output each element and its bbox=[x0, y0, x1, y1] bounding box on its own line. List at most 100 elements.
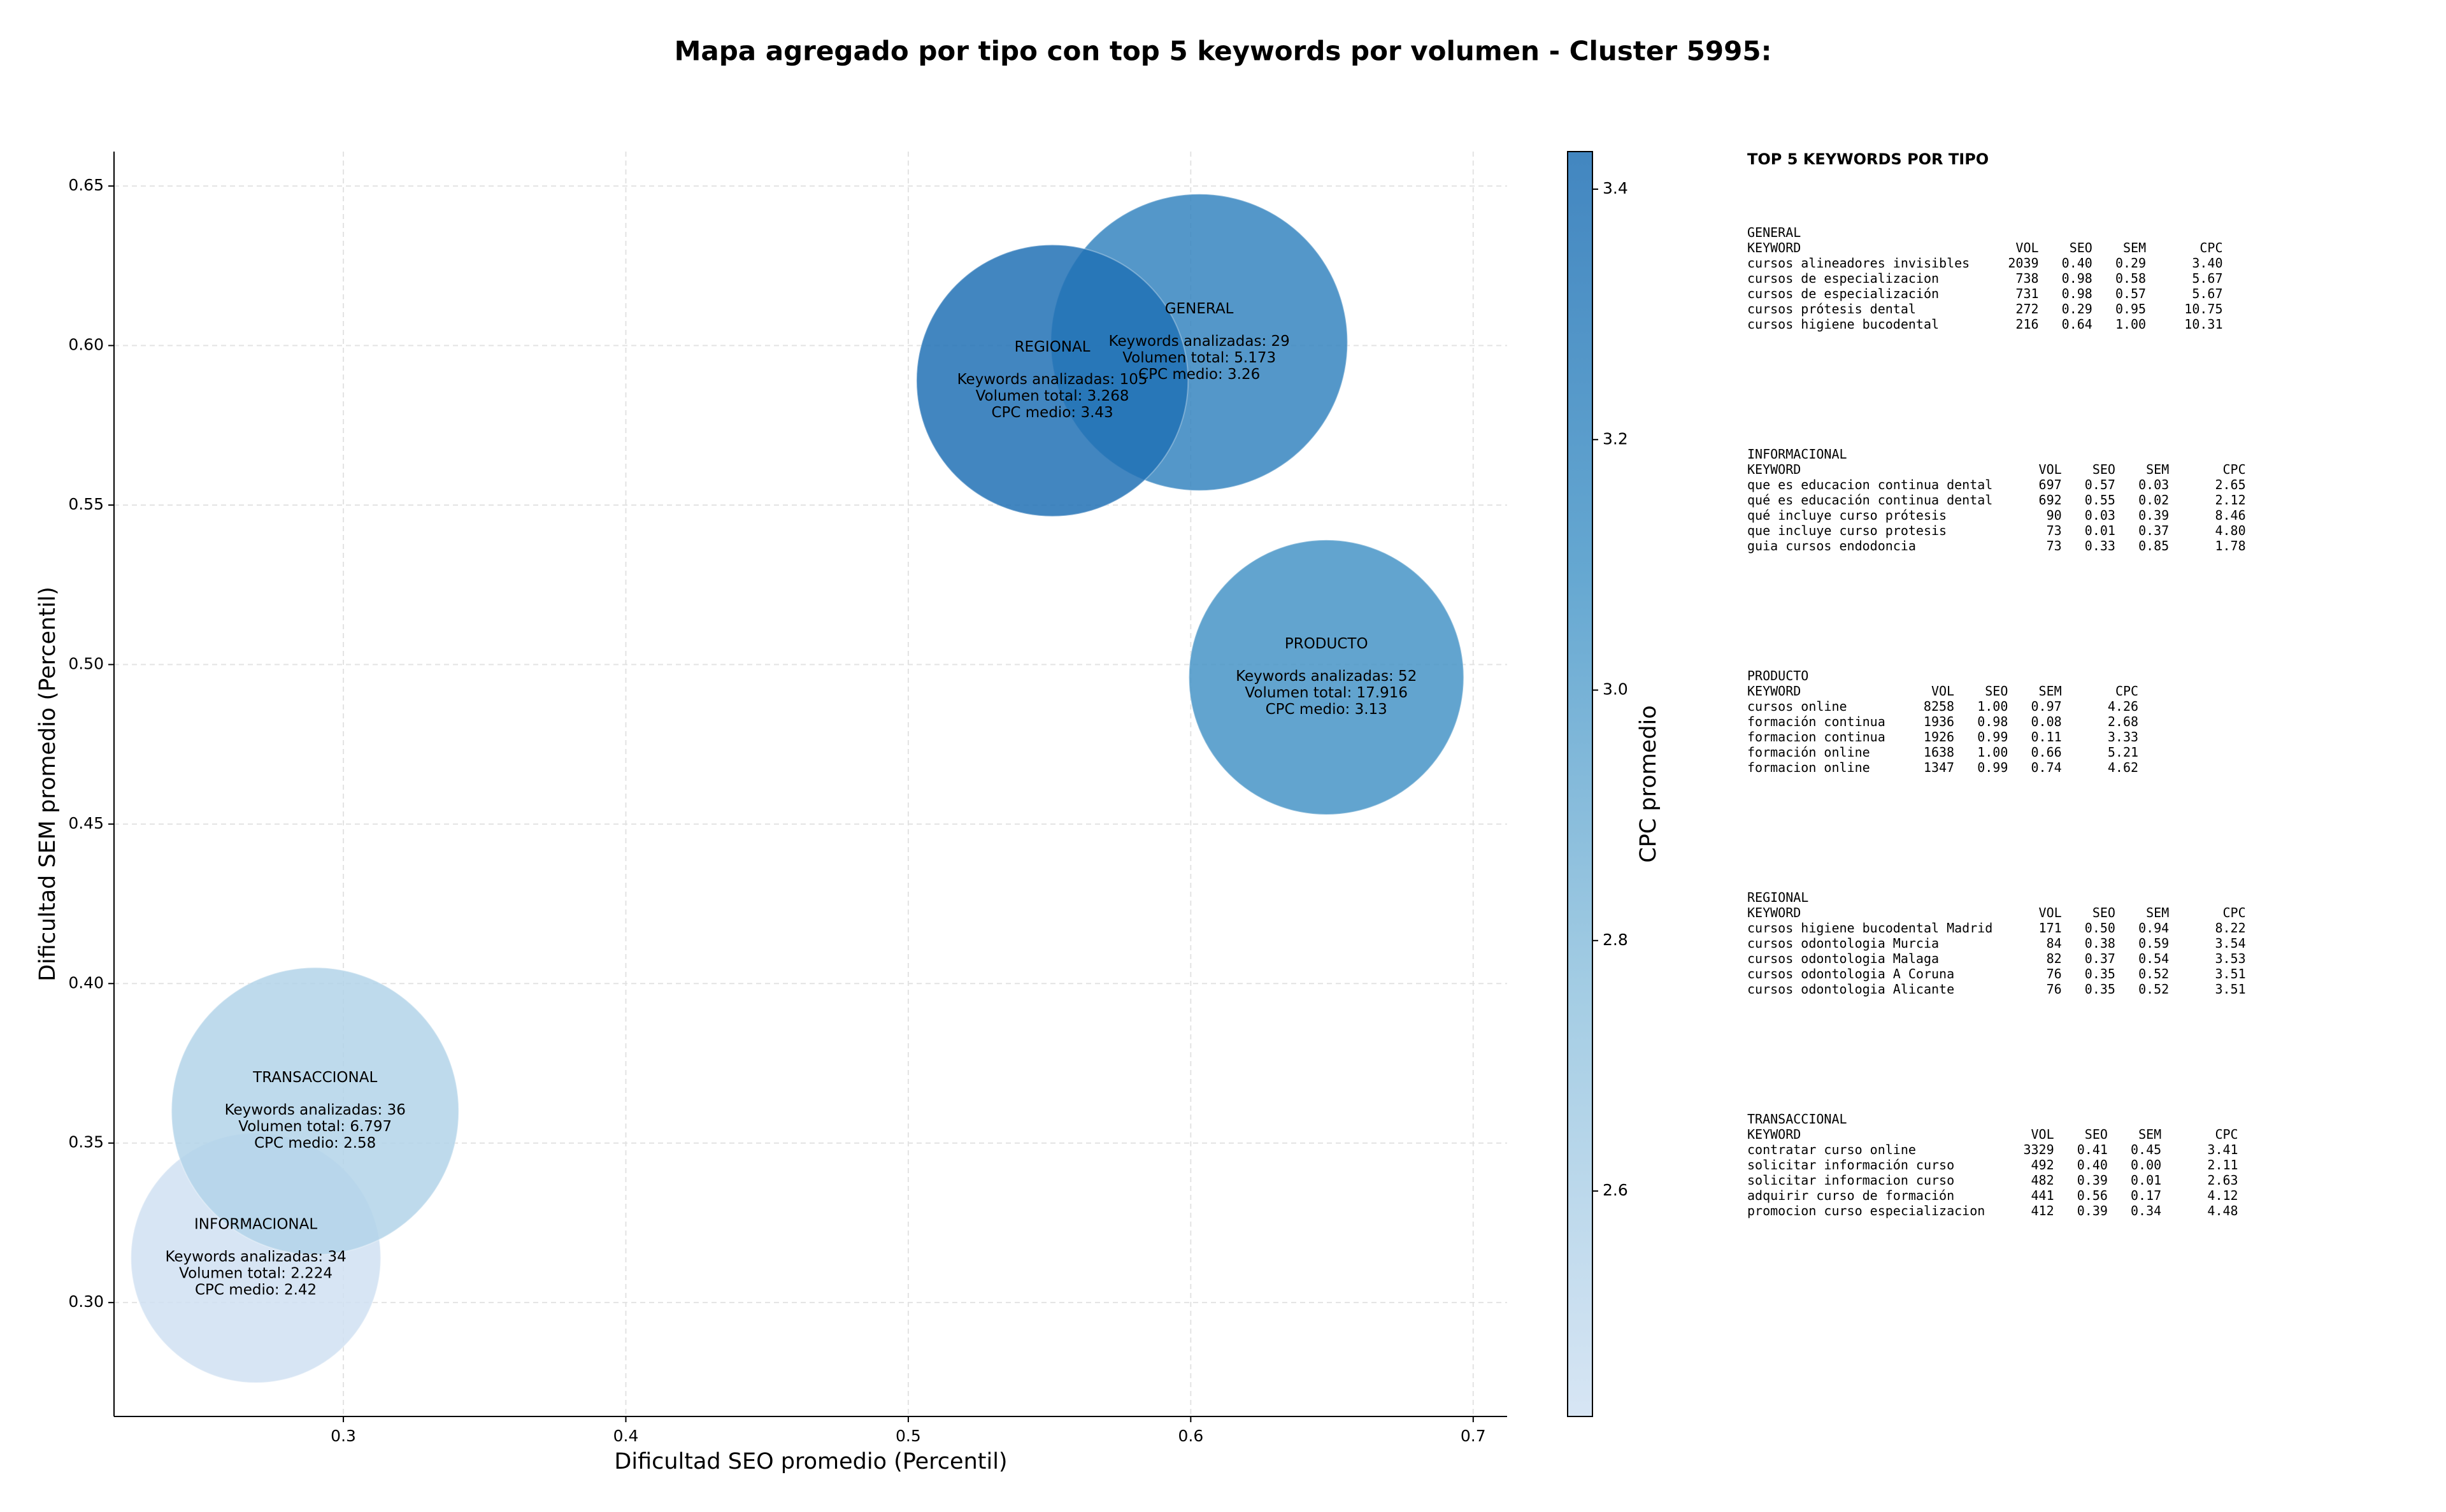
section-name: GENERAL bbox=[1747, 225, 1801, 240]
keyword-cell: 0.95 bbox=[2115, 301, 2147, 317]
keyword-cell: 1.00 bbox=[2115, 317, 2147, 332]
keyword-cell: 0.99 bbox=[1977, 760, 2008, 775]
bubble-annotation: Keywords analizadas: 52 bbox=[1236, 668, 1417, 685]
header-cell: VOL bbox=[2038, 905, 2062, 920]
bubble-annotation: Volumen total: 2.224 bbox=[179, 1266, 333, 1282]
bubble-name: REGIONAL bbox=[1015, 339, 1091, 355]
bubble-name: GENERAL bbox=[1165, 301, 1234, 317]
x-tick-label: 0.5 bbox=[896, 1427, 921, 1445]
keyword-cell: 84 bbox=[2046, 936, 2062, 951]
keyword-cell: 90 bbox=[2046, 508, 2062, 523]
keyword-cell: cursos odontologia Malaga bbox=[1747, 951, 1940, 966]
keyword-row: cursos higiene bucodental Madrid 171 0.50 0… bbox=[1747, 920, 2246, 936]
keyword-section: REGIONAL KEYWORD VOL SEO SEM CPC cursos higien… bbox=[1747, 890, 2246, 997]
bubble-name: INFORMACIONAL bbox=[194, 1216, 317, 1233]
keyword-cell: 3.41 bbox=[2207, 1142, 2238, 1157]
keyword-cell: cursos de especialización bbox=[1747, 286, 1940, 301]
section-name: REGIONAL bbox=[1747, 890, 1809, 905]
y-tick-label: 0.50 bbox=[68, 654, 104, 673]
keyword-cell: 4.26 bbox=[2107, 699, 2139, 714]
header-row: KEYWORD VOL SEO SEM CPC bbox=[1747, 683, 2138, 699]
keyword-cell: 0.58 bbox=[2115, 271, 2147, 286]
keyword-section: TRANSACCIONAL KEYWORD VOL SEO SEM CPC contrata… bbox=[1747, 1111, 2238, 1218]
y-tick-label: 0.65 bbox=[68, 176, 104, 194]
keyword-cell: 8258 bbox=[1923, 699, 1955, 714]
keyword-cell: formación continua bbox=[1747, 714, 1885, 729]
header-cell: VOL bbox=[2015, 240, 2039, 255]
keyword-cell: 3.53 bbox=[2215, 951, 2246, 966]
keyword-cell: 272 bbox=[2015, 301, 2039, 317]
keyword-row: cursos odontologia A Coruna 76 0.35 0.52 3.5… bbox=[1747, 966, 2246, 981]
header-cell: KEYWORD bbox=[1747, 240, 1801, 255]
keyword-cell: 0.08 bbox=[2031, 714, 2062, 729]
keyword-cell: 0.17 bbox=[2131, 1188, 2162, 1203]
keyword-cell: 0.11 bbox=[2031, 729, 2062, 745]
keyword-cell: 1926 bbox=[1923, 729, 1955, 745]
keyword-cell: 738 bbox=[2015, 271, 2039, 286]
colorbar-tick-label: 3.2 bbox=[1603, 429, 1628, 448]
keyword-cell: 482 bbox=[2031, 1173, 2054, 1188]
keyword-cell: 3329 bbox=[2023, 1142, 2054, 1157]
colorbar-tick-label: 3.0 bbox=[1603, 680, 1628, 699]
header-cell: KEYWORD bbox=[1747, 683, 1801, 699]
colorbar-label: CPC promedio bbox=[1636, 705, 1661, 862]
keyword-cell: 3.33 bbox=[2107, 729, 2139, 745]
keyword-cell: cursos online bbox=[1747, 699, 1847, 714]
keyword-cell: 1.78 bbox=[2215, 538, 2246, 553]
bubble-annotation: Volumen total: 3.268 bbox=[976, 388, 1129, 404]
y-tick-label: 0.60 bbox=[68, 336, 104, 354]
keyword-cell: cursos prótesis dental bbox=[1747, 301, 1916, 317]
y-axis-label: Dificultad SEM promedio (Percentil) bbox=[35, 587, 61, 981]
bubble-annotation: CPC medio: 3.13 bbox=[1266, 701, 1387, 718]
keyword-cell: 0.57 bbox=[2115, 286, 2147, 301]
header-cell: SEM bbox=[2138, 1127, 2162, 1142]
bubble-annotation: Keywords analizadas: 105 bbox=[957, 371, 1148, 388]
keyword-cell: 0.59 bbox=[2138, 936, 2170, 951]
keyword-cell: 0.03 bbox=[2084, 508, 2115, 523]
colorbar-tick-label: 3.4 bbox=[1603, 179, 1628, 197]
keyword-cell: 0.45 bbox=[2131, 1142, 2162, 1157]
keyword-cell: 0.37 bbox=[2084, 951, 2115, 966]
keyword-row: guia cursos endodoncia 73 0.33 0.85 1.78 bbox=[1747, 538, 2246, 553]
keyword-cell: 0.66 bbox=[2031, 745, 2062, 760]
keyword-cell: solicitar informacion curso bbox=[1747, 1173, 1955, 1188]
keyword-row: formación continua 1936 0.98 0.08 2.68 bbox=[1747, 714, 2138, 729]
keyword-cell: 0.39 bbox=[2077, 1203, 2108, 1218]
header-cell: VOL bbox=[1931, 683, 1955, 699]
keyword-cell: cursos higiene bucodental Madrid bbox=[1747, 920, 1993, 936]
keyword-cell: 0.39 bbox=[2138, 508, 2170, 523]
keyword-cell: 0.38 bbox=[2084, 936, 2115, 951]
keyword-cell: 0.03 bbox=[2138, 477, 2170, 492]
keyword-cell: 0.56 bbox=[2077, 1188, 2108, 1203]
keyword-cell: cursos odontologia Murcia bbox=[1747, 936, 1940, 951]
bubble-annotation: CPC medio: 3.26 bbox=[1138, 366, 1260, 383]
keyword-cell: 216 bbox=[2015, 317, 2039, 332]
keyword-cell: 76 bbox=[2046, 966, 2062, 981]
keyword-cell: guia cursos endodoncia bbox=[1747, 538, 1916, 553]
y-tick-label: 0.45 bbox=[68, 814, 104, 832]
colorbar bbox=[1567, 151, 1593, 1417]
x-axis-label: Dificultad SEO promedio (Percentil) bbox=[614, 1449, 1007, 1474]
header-cell: CPC bbox=[2199, 240, 2223, 255]
keyword-cell: 1.00 bbox=[1977, 745, 2008, 760]
header-cell: SEM bbox=[2038, 683, 2062, 699]
keyword-cell: cursos higiene bucodental bbox=[1747, 317, 1940, 332]
keyword-row: cursos odontologia Malaga 82 0.37 0.54 3.53 bbox=[1747, 951, 2246, 966]
keyword-cell: 0.52 bbox=[2138, 966, 2170, 981]
keyword-cell: 5.21 bbox=[2107, 745, 2139, 760]
header-cell: SEO bbox=[2092, 905, 2115, 920]
keyword-cell: 0.02 bbox=[2138, 492, 2170, 508]
bubble bbox=[171, 967, 460, 1256]
keyword-cell: 2.68 bbox=[2107, 714, 2139, 729]
keyword-cell: 4.12 bbox=[2207, 1188, 2238, 1203]
bubble-annotation: Keywords analizadas: 29 bbox=[1109, 333, 1290, 350]
keyword-row: qué incluye curso prótesis 90 0.03 0.39 8.46 bbox=[1747, 508, 2246, 523]
chart-title: Mapa agregado por tipo con top 5 keyword… bbox=[675, 36, 1772, 67]
keyword-row: cursos prótesis dental 272 0.29 0.95 10.75 bbox=[1747, 301, 2223, 317]
keyword-cell: 0.29 bbox=[2115, 255, 2147, 271]
keyword-cell: 8.46 bbox=[2215, 508, 2246, 523]
keyword-cell: 3.40 bbox=[2192, 255, 2223, 271]
keyword-section: INFORMACIONAL KEYWORD VOL SEO SEM CPC que es e… bbox=[1747, 446, 2246, 553]
bubble-annotation: Volumen total: 5.173 bbox=[1122, 350, 1276, 366]
keyword-cell: 697 bbox=[2038, 477, 2062, 492]
